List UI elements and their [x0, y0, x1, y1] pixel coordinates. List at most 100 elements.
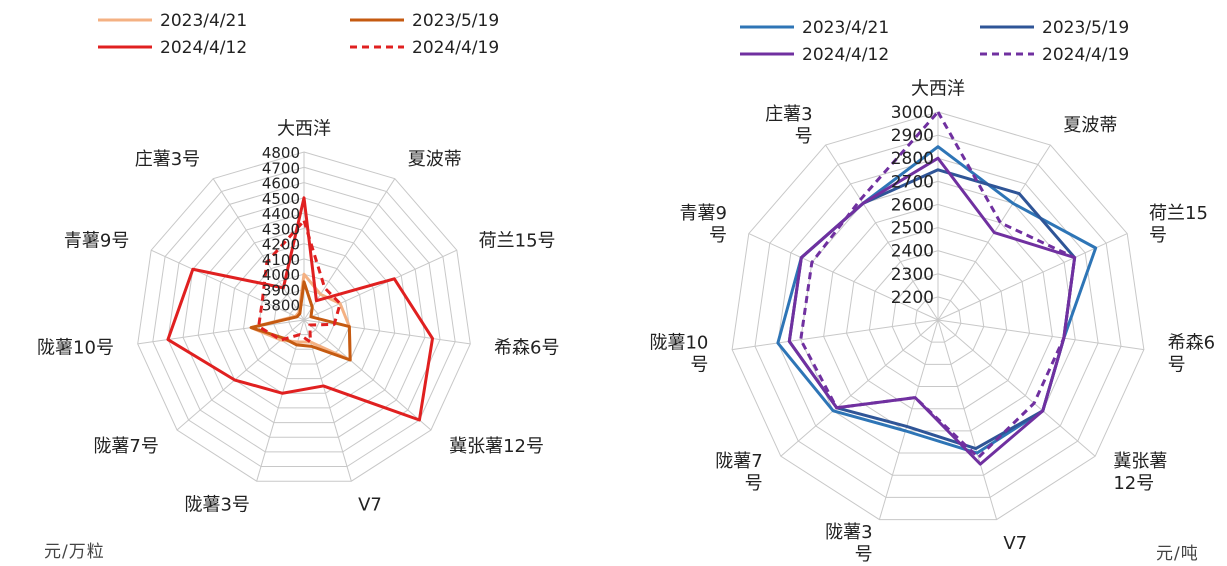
category-label: 号 — [855, 544, 873, 565]
tick-label: 4600 — [262, 175, 300, 193]
grid-ring — [227, 243, 381, 394]
grid-ring — [258, 273, 350, 365]
grid-ring — [152, 166, 456, 468]
tick-label: 4300 — [262, 220, 300, 238]
grid-ring — [754, 134, 1122, 498]
grid-ring — [845, 227, 1031, 410]
category-label: 夏波蒂 — [408, 149, 462, 170]
tick-label: 2600 — [891, 195, 934, 215]
spoke — [212, 178, 305, 321]
unit-label-left: 元/万粒 — [44, 542, 105, 562]
spoke — [748, 233, 939, 321]
spoke — [303, 319, 352, 482]
legend-label: 2023/4/21 — [160, 11, 247, 31]
tick-label: 4700 — [262, 159, 300, 177]
category-label: V7 — [358, 495, 382, 516]
series-line-2024/4/19 — [257, 219, 342, 344]
category-label: 青薯9 — [680, 203, 727, 224]
category-label: 冀张薯 — [1113, 451, 1167, 472]
category-label: 希森6号 — [494, 338, 559, 359]
category-label: 大西洋 — [911, 78, 965, 99]
category-label: 荷兰15号 — [479, 231, 556, 252]
spoke — [303, 178, 396, 321]
category-label: 陇薯7号 — [93, 436, 158, 457]
grid-ring — [823, 203, 1053, 432]
category-label: 号 — [709, 225, 727, 246]
category-label: 希森6 — [1168, 332, 1215, 353]
spoke — [303, 319, 471, 345]
legend-label: 2024/4/19 — [412, 38, 499, 58]
grid-ring — [868, 250, 1008, 388]
spoke — [825, 144, 939, 321]
tick-label: 4000 — [262, 266, 300, 284]
spoke — [878, 319, 939, 520]
tick-label: 4200 — [262, 236, 300, 254]
category-label: 庄薯3号 — [135, 149, 200, 170]
tick-label: 3000 — [891, 103, 934, 123]
category-label: 荷兰15 — [1149, 203, 1208, 224]
spoke — [937, 233, 1128, 321]
category-label: 号 — [795, 126, 813, 147]
series-line-2024/4/12 — [166, 196, 434, 422]
spoke — [256, 319, 305, 482]
category-label: 陇薯7 — [715, 451, 762, 472]
tick-label: 3800 — [262, 297, 300, 315]
spoke — [176, 319, 305, 431]
spoke — [732, 319, 939, 351]
category-label: 号 — [1149, 225, 1167, 246]
category-label: 号 — [1168, 354, 1186, 375]
tick-label: 2500 — [891, 219, 934, 239]
grid-ring — [167, 182, 441, 453]
legend-label: 2023/5/19 — [412, 11, 499, 31]
grid-ring — [914, 296, 962, 343]
spoke — [937, 319, 1096, 457]
tick-label: 4100 — [262, 251, 300, 269]
legend-label: 2024/4/12 — [160, 38, 247, 58]
spoke — [937, 319, 998, 520]
category-label: 陇薯3号 — [184, 495, 249, 516]
category-label: 陇薯3 — [825, 522, 872, 543]
tick-label: 2200 — [891, 288, 934, 308]
series-line-2024/4/19 — [799, 110, 1077, 459]
category-label: 号 — [690, 354, 708, 375]
series-line-2023/4/21 — [776, 145, 1098, 455]
legend-label: 2024/4/12 — [802, 45, 889, 65]
series-line-2023/5/19 — [249, 280, 352, 362]
category-label: 庄薯3 — [765, 104, 812, 125]
grid-ring — [137, 151, 471, 482]
spoke — [150, 249, 305, 321]
grid-ring — [731, 111, 1145, 521]
tick-label: 3900 — [262, 281, 300, 299]
tick-label: 2700 — [891, 172, 934, 192]
spoke — [937, 319, 1144, 351]
tick-label: 2800 — [891, 149, 934, 169]
tick-label: 2400 — [891, 242, 934, 262]
spoke — [780, 319, 939, 457]
legend-label: 2023/4/21 — [802, 18, 889, 38]
tick-label: 2900 — [891, 126, 934, 146]
series-line-2024/4/12 — [787, 156, 1077, 466]
legend-label: 2024/4/19 — [1042, 45, 1129, 65]
radar-chart-ware-price: 2200 2300 2400 2500 2600 2700 2800 2900 3000 大西洋夏… — [649, 18, 1215, 565]
category-label: 陇薯10 — [649, 332, 708, 353]
grid-ring — [273, 288, 335, 350]
grid-ring — [288, 304, 320, 336]
spoke — [303, 249, 458, 321]
spoke — [303, 319, 432, 431]
tick-label: 4500 — [262, 190, 300, 208]
tick-label: 2300 — [891, 265, 934, 285]
grid-ring — [777, 157, 1099, 476]
category-label: 12号 — [1113, 473, 1154, 494]
spoke — [137, 319, 305, 345]
tick-label: 4400 — [262, 205, 300, 223]
grid-ring — [197, 212, 411, 424]
category-label: 夏波蒂 — [1063, 115, 1117, 136]
radar-chart-seed-price: 3800390040004100420043004400450046004700… — [37, 11, 559, 516]
tick-label: 4800 — [262, 144, 300, 162]
unit-label-right: 元/吨 — [1156, 544, 1199, 564]
category-label: V7 — [1003, 533, 1027, 554]
grid-ring — [891, 273, 985, 365]
legend-label: 2023/5/19 — [1042, 18, 1129, 38]
grid-ring — [182, 197, 426, 438]
